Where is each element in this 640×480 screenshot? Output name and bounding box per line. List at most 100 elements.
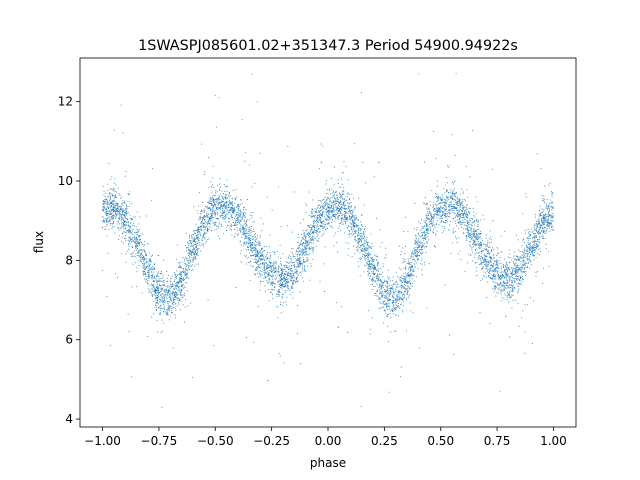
- data-point: [400, 280, 402, 282]
- data-point: [166, 280, 168, 282]
- data-point: [219, 199, 221, 201]
- data-point: [273, 268, 275, 270]
- data-point: [123, 231, 125, 233]
- data-point: [210, 186, 213, 188]
- data-point: [160, 310, 162, 312]
- data-point: [392, 304, 394, 306]
- data-point: [528, 237, 530, 239]
- data-point: [244, 216, 246, 218]
- data-point: [107, 196, 109, 198]
- data-point: [236, 234, 238, 236]
- data-point: [333, 196, 335, 198]
- data-point: [292, 248, 294, 250]
- data-point: [245, 230, 247, 232]
- data-point: [354, 232, 357, 234]
- data-point: [195, 244, 197, 246]
- data-point: [308, 214, 310, 217]
- data-point: [516, 282, 518, 284]
- data-point: [357, 225, 359, 227]
- data-point: [227, 214, 229, 216]
- data-point: [207, 215, 209, 217]
- data-point: [313, 210, 315, 212]
- data-point: [300, 275, 302, 277]
- data-point: [458, 216, 460, 218]
- data-point: [312, 224, 315, 227]
- data-point: [421, 241, 423, 243]
- data-point: [467, 229, 469, 231]
- data-point: [456, 216, 459, 218]
- data-point: [411, 259, 414, 261]
- data-point: [369, 284, 371, 286]
- data-point: [433, 218, 435, 220]
- data-point: [518, 288, 520, 290]
- data-point: [300, 241, 302, 243]
- data-point: [262, 269, 264, 271]
- data-point: [359, 275, 361, 277]
- data-point: [291, 270, 293, 272]
- data-point: [299, 249, 301, 251]
- data-point: [341, 217, 343, 219]
- data-point: [109, 207, 111, 209]
- data-point: [270, 254, 272, 256]
- data-point: [317, 240, 319, 243]
- data-point: [346, 196, 348, 198]
- data-point: [228, 204, 230, 206]
- data-point: [123, 209, 125, 211]
- data-point: [313, 216, 315, 218]
- data-point: [102, 210, 104, 212]
- data-point: [466, 217, 469, 219]
- data-point: [513, 284, 515, 286]
- data-point: [305, 233, 307, 235]
- data-point: [343, 205, 345, 207]
- data-point: [151, 292, 153, 294]
- data-point: [244, 216, 246, 219]
- data-point: [456, 215, 458, 217]
- data-point: [281, 288, 283, 290]
- data-point: [373, 266, 375, 268]
- data-point: [128, 212, 130, 214]
- data-point: [278, 270, 280, 273]
- data-point: [245, 209, 247, 211]
- data-point: [295, 259, 298, 261]
- data-point: [151, 294, 153, 296]
- data-point: [437, 207, 440, 209]
- data-point: [436, 196, 438, 198]
- data-point: [486, 270, 488, 272]
- data-point: [390, 317, 392, 319]
- data-point: [387, 297, 389, 299]
- data-point: [226, 226, 228, 228]
- data-point: [533, 233, 535, 235]
- data-point: [268, 274, 270, 276]
- data-point: [322, 207, 324, 209]
- data-point: [116, 210, 118, 212]
- data-point: [157, 280, 159, 282]
- data-point: [345, 220, 347, 222]
- data-point: [416, 256, 418, 258]
- data-point: [121, 196, 123, 198]
- data-point: [531, 252, 533, 254]
- data-point: [437, 199, 439, 202]
- data-point: [191, 252, 193, 254]
- data-point: [518, 279, 520, 281]
- data-point: [111, 176, 113, 178]
- data-point: [185, 247, 188, 249]
- data-point: [486, 296, 488, 298]
- data-point: [468, 211, 470, 213]
- data-point: [546, 221, 548, 224]
- data-point: [486, 266, 488, 268]
- data-point: [305, 246, 307, 249]
- data-point: [176, 285, 178, 287]
- data-point: [245, 224, 247, 226]
- data-point: [302, 230, 304, 232]
- data-point: [102, 205, 104, 207]
- data-point: [416, 252, 418, 255]
- data-point: [191, 237, 193, 239]
- data-point: [397, 305, 400, 307]
- data-point: [234, 236, 236, 238]
- data-point: [374, 294, 376, 297]
- data-point: [294, 271, 296, 273]
- data-point: [444, 192, 446, 194]
- data-point: [161, 302, 163, 304]
- data-point: [254, 248, 256, 250]
- data-point: [395, 301, 397, 303]
